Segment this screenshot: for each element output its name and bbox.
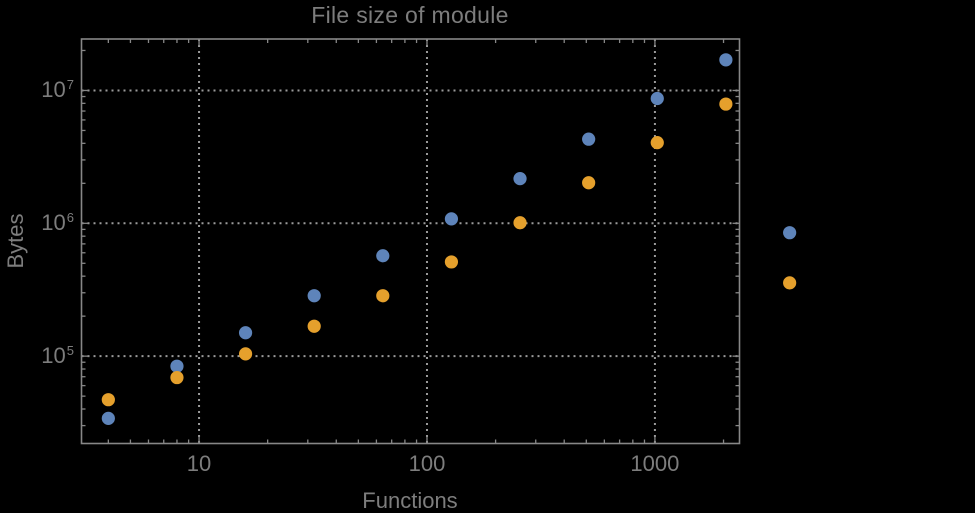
data-point-blue [101,411,115,425]
data-point-blue [783,226,797,240]
data-point-orange [307,319,321,333]
data-point-orange [238,347,253,361]
data-point-orange [170,370,184,385]
x-axis-label: Functions [362,488,458,513]
x-tick-label: 100 [408,451,446,476]
data-point-blue [376,249,390,263]
data-point-orange [376,289,390,303]
data-point-orange [513,216,527,230]
data-point-blue [650,91,664,106]
data-point-blue [238,326,253,340]
data-point-blue [582,132,596,146]
data-point-blue [170,359,184,373]
data-point-orange [783,276,797,290]
chart-title: File size of module [311,2,509,28]
data-point-blue [444,212,459,226]
data-point-orange [719,97,733,111]
data-point-orange [582,176,596,190]
data-point-blue [719,53,733,67]
data-point-orange [101,393,115,407]
x-tick-label: 10 [186,451,212,476]
data-point-blue [307,289,321,303]
data-point-orange [444,255,459,269]
y-tick-label: 107 [41,77,74,103]
y-tick-label: 105 [41,343,74,369]
plot-frame [80,38,741,445]
y-tick-label: 106 [41,210,74,236]
x-tick-label: 1000 [630,451,680,476]
data-point-blue [513,172,527,186]
data-point-orange [650,136,664,150]
